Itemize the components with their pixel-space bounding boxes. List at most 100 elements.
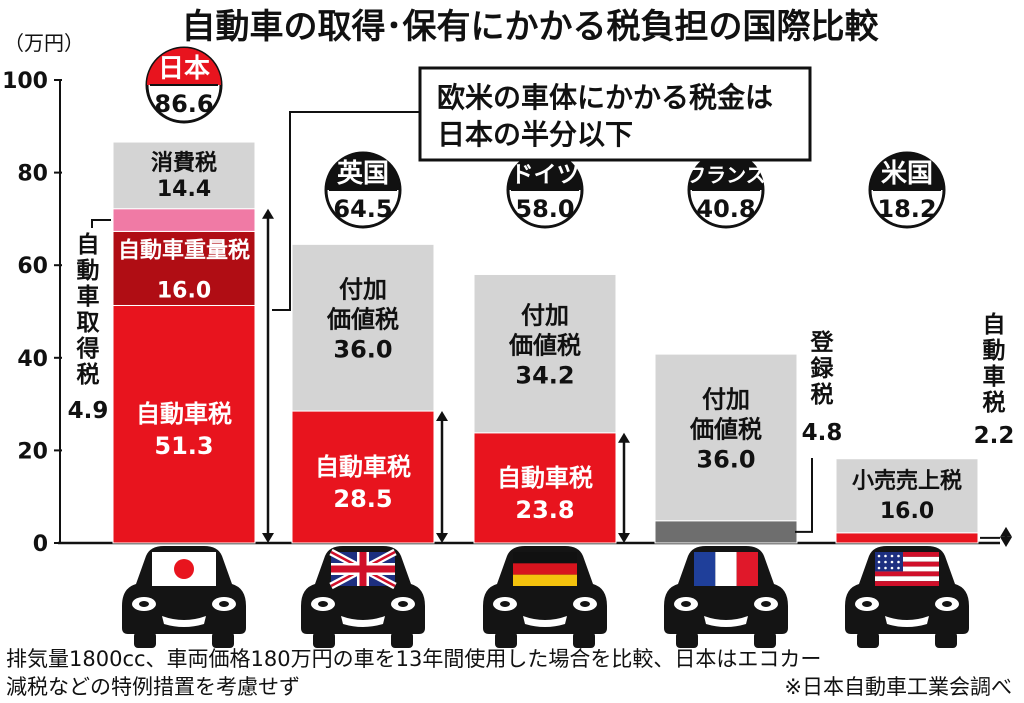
flag-stripe [513, 574, 577, 586]
car-uk [301, 546, 425, 648]
flag-star [877, 560, 881, 564]
flag-stripe [875, 552, 939, 557]
flag-stripe [736, 552, 758, 586]
segment-label-name: 付加 [702, 385, 750, 413]
country-badge-top [689, 153, 763, 190]
source-note: ※日本自動車工業会調べ [784, 675, 1012, 699]
segment-label-name: 消費税 [151, 150, 217, 176]
flag-star [877, 566, 881, 570]
cars-group [122, 546, 969, 648]
flag-stripe [875, 581, 939, 586]
segment-label-value: 28.5 [333, 485, 392, 513]
segment-label-value: 51.3 [154, 432, 213, 460]
flag-france-icon [694, 552, 758, 586]
vehicle-tax-arrow-1-head-bottom [436, 533, 448, 543]
segment-label-name-char: 取 [77, 310, 100, 336]
segment-label-value: 23.8 [515, 496, 574, 524]
bar-segment [291, 410, 435, 544]
badge-4: 米国 18.2 [868, 151, 946, 229]
bar-segment [835, 458, 979, 534]
vehicle-tax-arrow-2 [618, 432, 630, 543]
acq-leader [91, 219, 111, 228]
flag-star [890, 554, 894, 558]
y-tick-label: 20 [17, 439, 48, 464]
callout-line-1: 欧米の車体にかかる税金は [437, 81, 773, 114]
bar-segment [112, 304, 256, 544]
y-tick-label: 80 [17, 162, 48, 187]
flag-japan-icon [152, 552, 216, 586]
bar-4: 米国 18.2 小売売上税 16.0 自動車税 2.2 [835, 151, 1015, 547]
country-badge-top [508, 153, 582, 190]
japan-vehicle-tax-arrow-head-bottom [262, 533, 274, 543]
callout-connector [272, 111, 420, 311]
flag-disc [174, 559, 194, 579]
car-france [664, 546, 788, 648]
segment-label-name: 小売売上税 [852, 468, 962, 494]
country-name: ドイツ [511, 162, 580, 188]
segment-label-value: 4.8 [802, 420, 843, 446]
segment-label-name-char: 自 [983, 311, 1006, 338]
country-badge-top [147, 48, 221, 85]
flag-stripe [694, 552, 716, 586]
segment-label-value: 36.0 [696, 445, 755, 473]
segment-label-name: 登録税 [810, 330, 835, 408]
callout-line-2: 日本の半分以下 [437, 118, 633, 151]
badge-1: 英国 64.5 [324, 151, 402, 229]
y-axis-unit: （万円） [4, 31, 84, 55]
bar-segment [654, 520, 798, 544]
bar-segment [473, 432, 617, 544]
country-total: 58.0 [515, 195, 574, 223]
flag-usa-icon [875, 552, 939, 586]
vehicle-tax-arrow-1-head-top [436, 411, 448, 422]
bars-group: 日本86.6自動車税51.3自動車重量税16.0消費税14.4自動車取得税4.9… [68, 46, 1015, 547]
segment-label-value: 14.4 [157, 177, 211, 202]
chart-title: 自動車の取得･保有にかかる税負担の国際比較 [182, 7, 880, 47]
y-axis: 0 20 40 60 80 100 [2, 69, 62, 557]
flag-stripe [513, 563, 577, 575]
y-tick-label: 60 [17, 254, 48, 279]
bar-segment [654, 353, 798, 522]
segment-label-name: 自動車税 [315, 453, 411, 481]
bar-segment [112, 141, 256, 210]
country-name: 英国 [337, 159, 389, 189]
footnote-line-1: 排気量1800cc、車両価格180万円の車を13年間使用した場合を比較、日本はエ… [6, 647, 821, 671]
us-vehicle-tax-arrow-head-bottom [1000, 537, 1012, 547]
bar-segment [473, 273, 617, 434]
car-usa [845, 546, 969, 648]
segment-label-name-char: 登 [810, 330, 835, 356]
segment-label-value: 16.0 [880, 499, 934, 524]
flag-stripe [875, 566, 939, 572]
flag-star [890, 566, 894, 570]
flag-star [884, 554, 887, 558]
segment-label-name: 価値税 [689, 415, 762, 443]
segment-label-value: 2.2 [974, 423, 1015, 449]
segment-label-name: 自動車重量税 [118, 237, 250, 263]
country-name: 日本 [158, 54, 210, 84]
flag-star [884, 560, 887, 564]
flag-star [890, 560, 894, 564]
y-tick-label: 100 [2, 69, 48, 94]
bar-segment [835, 532, 979, 544]
segment-label-name-char: 動 [983, 338, 1006, 364]
bar-segment [291, 243, 435, 412]
flag-star [897, 554, 900, 558]
bar-segment [112, 208, 256, 232]
segment-label-name-char: 動 [77, 258, 100, 284]
flag-stripe [875, 571, 939, 577]
flag-star [897, 560, 900, 564]
country-total: 18.2 [877, 195, 936, 223]
segment-label-name-char: 得 [76, 335, 100, 362]
segment-label-name: 自動車税 [136, 400, 232, 428]
segment-label-name: 価値税 [508, 332, 581, 360]
flag-star [877, 554, 881, 558]
segment-label-name-char: 録 [811, 355, 835, 382]
segment-label-value: 4.9 [68, 398, 109, 424]
segment-label-name: 価値税 [326, 306, 399, 334]
country-total: 64.5 [333, 195, 392, 223]
segment-label-name: 自動車取得税 [76, 231, 100, 388]
flag-stripe [875, 576, 939, 582]
flag-germany-icon [513, 552, 577, 586]
